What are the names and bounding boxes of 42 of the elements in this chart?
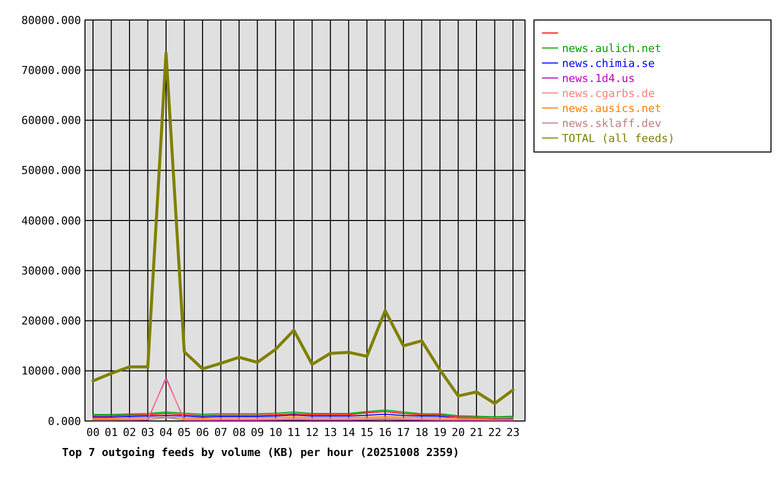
x-tick-label: 19 xyxy=(433,426,447,439)
x-tick-label: 18 xyxy=(415,426,428,439)
legend-label: news.cgarbs.de xyxy=(562,86,655,100)
x-tick-label: 16 xyxy=(378,426,392,439)
y-tick-label: 50000.000 xyxy=(21,164,81,178)
y-tick-label: 30000.000 xyxy=(21,264,81,278)
y-tick-label: 10000.000 xyxy=(21,364,81,378)
x-tick-label: 13 xyxy=(324,426,338,439)
line-series xyxy=(92,52,514,405)
legend-label: TOTAL (all feeds) xyxy=(562,132,675,145)
y-tick-label: 60000.000 xyxy=(21,114,81,128)
x-tick-label: 05 xyxy=(178,426,191,439)
y-tick-label: 40000.000 xyxy=(21,214,81,228)
x-tick-label: 07 xyxy=(214,426,228,439)
y-tick-label: 70000.000 xyxy=(21,64,81,77)
x-tick-label: 03 xyxy=(141,426,154,439)
y-tick-label: 80000.000 xyxy=(21,14,81,27)
legend-label: news.chimia.se xyxy=(562,56,655,70)
y-tick-label: 0.000 xyxy=(48,414,81,428)
x-tick-label: 00 xyxy=(86,426,100,439)
x-tick-label: 20 xyxy=(452,426,465,439)
x-tick-label: 02 xyxy=(122,426,136,439)
x-tick-label: 14 xyxy=(342,426,356,439)
x-tick-label: 06 xyxy=(196,426,210,439)
x-tick-label: 10 xyxy=(268,426,282,439)
x-tick-label: 12 xyxy=(306,426,319,439)
x-tick-label: 01 xyxy=(104,426,118,439)
text: Top 7 outgoing feeds by volume (KB) per hour (20251008 2359) xyxy=(62,446,460,459)
x-tick-label: 15 xyxy=(360,426,374,439)
legend-label: news.1d4.us xyxy=(562,72,635,85)
x-tick-label: 22 xyxy=(488,426,502,439)
x-tick-label: 04 xyxy=(159,426,174,439)
x-tick-label: 21 xyxy=(470,426,484,439)
x-tick-label: 09 xyxy=(250,426,264,439)
x-tick-label: 08 xyxy=(232,426,246,439)
legend-label: news.sklaff.dev xyxy=(562,116,662,130)
x-tick-label: 23 xyxy=(506,426,520,439)
legend-label: news.ausics.net xyxy=(562,102,662,115)
y-tick-label: 20000.000 xyxy=(21,314,81,328)
legend-label: news.aulich.net xyxy=(562,42,662,55)
x-tick-label: 17 xyxy=(396,426,410,439)
x-tick-label: 11 xyxy=(287,426,300,439)
